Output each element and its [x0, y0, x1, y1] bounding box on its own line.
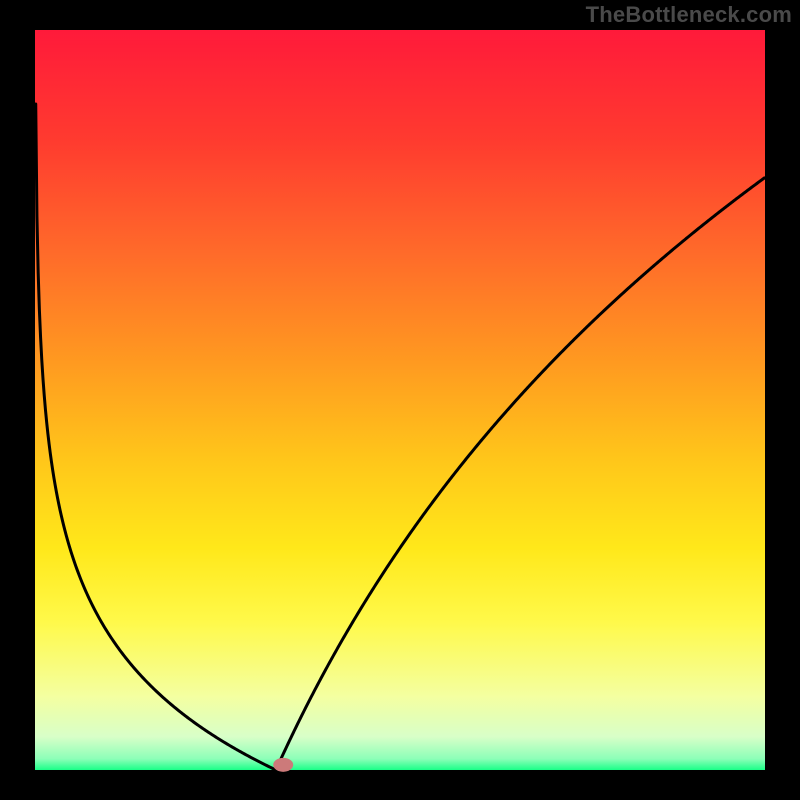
plot-background — [35, 30, 765, 770]
chart-svg — [0, 0, 800, 800]
watermark-text: TheBottleneck.com — [586, 2, 792, 28]
optimal-point-marker — [273, 758, 293, 772]
chart-container: TheBottleneck.com — [0, 0, 800, 800]
